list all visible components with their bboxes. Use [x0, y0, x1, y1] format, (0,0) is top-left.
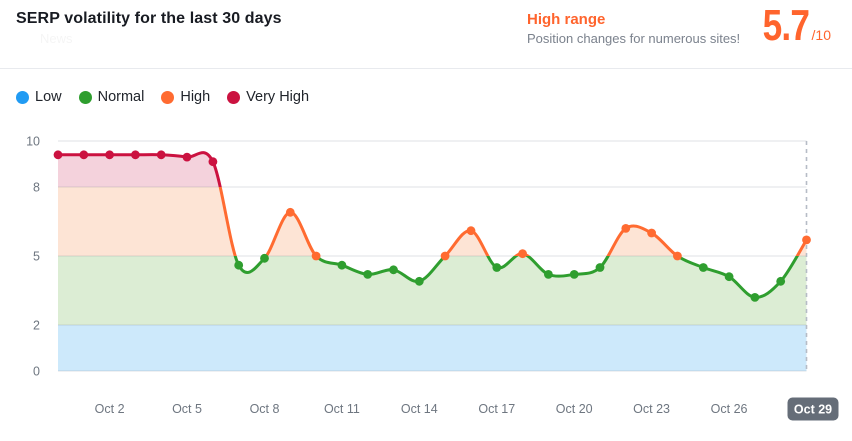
chart-legend: Low Normal High Very High	[16, 89, 309, 105]
volatility-score: 5.7 /10	[751, 2, 831, 50]
faint-watermark: News	[40, 31, 73, 46]
low-dot-icon	[16, 90, 29, 104]
data-point-oct-23[interactable]	[647, 228, 656, 238]
data-point-oct-4[interactable]	[156, 150, 166, 160]
data-point-oct-25[interactable]	[698, 263, 708, 272]
data-point-oct-13[interactable]	[389, 265, 398, 275]
y-axis-label: 5	[33, 250, 40, 264]
legend-item-low: Low	[16, 89, 62, 105]
y-axis-label: 0	[33, 365, 40, 379]
score-value: 5.7	[762, 1, 810, 50]
legend-label-low: Low	[35, 89, 62, 105]
x-axis-label: Oct 17	[478, 402, 515, 416]
x-axis-label: Oct 5	[172, 402, 202, 416]
data-point-oct-7[interactable]	[234, 260, 244, 270]
normal-dot-icon	[78, 90, 92, 104]
data-point-oct-27[interactable]	[750, 293, 760, 302]
legend-item-high: High	[161, 89, 210, 105]
high-dot-icon	[161, 90, 175, 104]
data-point-oct-8[interactable]	[260, 253, 269, 263]
range-label: High range	[527, 11, 606, 28]
data-point-oct-2[interactable]	[105, 150, 114, 160]
current-date-badge-label: Oct 29	[794, 403, 832, 417]
page-title: SERP volatility for the last 30 days	[16, 10, 282, 27]
y-axis-label: 2	[33, 319, 40, 333]
data-point-oct-11[interactable]	[337, 260, 347, 270]
data-point-oct-18[interactable]	[518, 249, 527, 259]
x-axis-label: Oct 2	[95, 402, 125, 416]
range-description: Position changes for numerous sites!	[527, 31, 741, 46]
data-point-sep-30[interactable]	[53, 150, 63, 160]
score-suffix: /10	[811, 27, 831, 43]
data-point-oct-22[interactable]	[621, 224, 631, 233]
current-date-badge	[787, 397, 839, 421]
legend-item-normal: Normal	[78, 89, 145, 105]
data-point-oct-14[interactable]	[414, 276, 424, 286]
data-point-oct-1[interactable]	[79, 150, 89, 160]
data-point-oct-29[interactable]	[802, 235, 811, 245]
x-axis-label: Oct 14	[401, 402, 438, 416]
legend-label-high: High	[180, 89, 211, 105]
data-point-oct-17[interactable]	[492, 263, 502, 272]
x-axis-label: Oct 23	[633, 402, 670, 416]
data-point-oct-28[interactable]	[776, 276, 786, 286]
data-point-oct-3[interactable]	[131, 150, 140, 160]
data-point-oct-21[interactable]	[595, 263, 605, 272]
y-axis-label: 10	[26, 135, 40, 149]
legend-item-very-high: Very High	[227, 89, 309, 105]
data-point-oct-26[interactable]	[724, 272, 734, 282]
y-axis-label: 8	[33, 181, 40, 195]
data-point-oct-10[interactable]	[311, 251, 321, 261]
x-axis-label: Oct 11	[324, 402, 360, 416]
legend-label-normal: Normal	[97, 89, 145, 105]
data-point-oct-9[interactable]	[285, 207, 295, 217]
data-point-oct-5[interactable]	[182, 152, 192, 162]
data-point-oct-20[interactable]	[569, 270, 579, 279]
data-point-oct-24[interactable]	[673, 251, 682, 261]
data-point-oct-19[interactable]	[544, 270, 553, 279]
legend-label-very-high: Very High	[246, 89, 310, 105]
zone-fill-very_high	[58, 152, 221, 187]
data-point-oct-15[interactable]	[440, 251, 450, 261]
data-point-oct-6[interactable]	[208, 157, 218, 167]
x-axis-label: Oct 20	[556, 402, 593, 416]
header-divider	[0, 68, 852, 69]
data-point-oct-12[interactable]	[363, 270, 373, 279]
x-axis-label: Oct 26	[711, 402, 748, 416]
range-summary: High range Position changes for numerous…	[527, 11, 740, 46]
data-point-oct-16[interactable]	[466, 226, 476, 236]
very-high-dot-icon	[227, 90, 241, 104]
zone-fill-low	[58, 325, 807, 371]
x-axis-label: Oct 8	[250, 402, 280, 416]
